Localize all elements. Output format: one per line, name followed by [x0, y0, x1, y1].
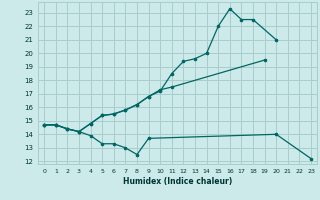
X-axis label: Humidex (Indice chaleur): Humidex (Indice chaleur)	[123, 177, 232, 186]
